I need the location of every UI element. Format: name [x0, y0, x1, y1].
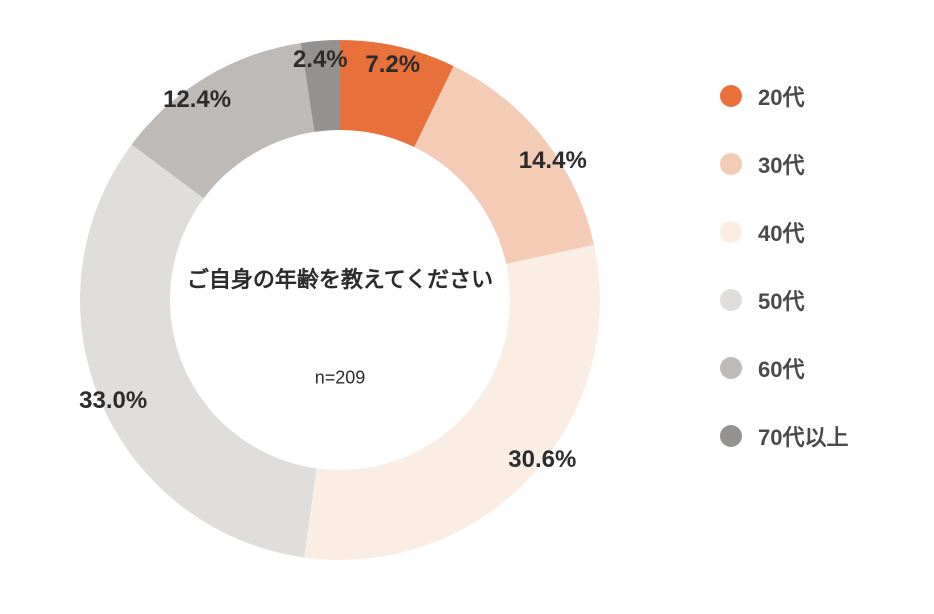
legend-label: 20代	[758, 80, 804, 112]
chart-sample-size: n=209	[315, 368, 366, 389]
legend-item: 70代以上	[720, 420, 848, 452]
donut-svg	[60, 20, 620, 580]
slice-label: 30.6%	[508, 446, 576, 474]
donut-chart: ご自身の年齢を教えてください n=209 7.2% 14.4% 30.6% 33.0%…	[60, 20, 620, 580]
donut-slice	[80, 145, 317, 558]
legend-swatch	[720, 425, 742, 447]
legend-item: 50代	[720, 284, 848, 316]
legend-label: 40代	[758, 216, 804, 248]
legend-item: 60代	[720, 352, 848, 384]
legend-label: 50代	[758, 284, 804, 316]
legend-label: 70代以上	[758, 420, 848, 452]
legend-swatch	[720, 85, 742, 107]
slice-label: 7.2%	[365, 51, 420, 79]
legend-label: 60代	[758, 352, 804, 384]
legend-item: 20代	[720, 80, 848, 112]
legend-swatch	[720, 289, 742, 311]
legend-item: 40代	[720, 216, 848, 248]
slice-label: 14.4%	[519, 147, 587, 175]
chart-title: ご自身の年齢を教えてください	[187, 262, 493, 294]
legend-swatch	[720, 221, 742, 243]
legend-item: 30代	[720, 148, 848, 180]
slice-label: 2.4%	[293, 46, 348, 74]
slice-label: 33.0%	[79, 387, 147, 415]
legend-swatch	[720, 357, 742, 379]
legend-swatch	[720, 153, 742, 175]
legend-label: 30代	[758, 148, 804, 180]
legend: 20代 30代 40代 50代 60代 70代以上	[720, 80, 848, 452]
slice-label: 12.4%	[163, 86, 231, 114]
